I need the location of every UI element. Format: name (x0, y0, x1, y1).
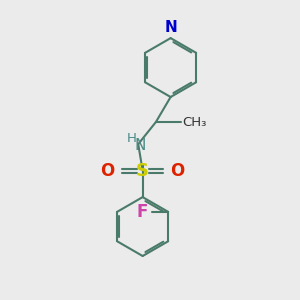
Text: CH₃: CH₃ (182, 116, 207, 128)
Text: H: H (127, 132, 137, 145)
Text: N: N (164, 20, 177, 35)
Text: O: O (100, 162, 115, 180)
Text: O: O (171, 162, 185, 180)
Text: N: N (134, 138, 146, 153)
Text: S: S (136, 162, 149, 180)
Text: F: F (136, 203, 148, 221)
